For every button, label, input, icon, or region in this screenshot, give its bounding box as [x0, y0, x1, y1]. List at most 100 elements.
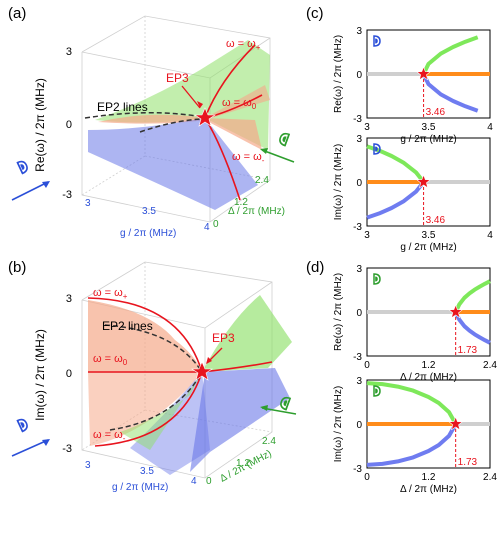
panel-b-gtick-0: 3	[85, 460, 91, 471]
d_bottom-annotation: 1.73	[458, 457, 478, 468]
c_top-xtick-1: 3.5	[422, 122, 436, 133]
d_bottom-series-blue	[366, 423, 458, 467]
d_top-xtick-2: 2.4	[483, 360, 497, 371]
d_bottom-ylabel: Im(ω) / 2π (MHz)	[333, 386, 344, 462]
c_bottom-ytick-0: 3	[356, 134, 362, 145]
c_top-series-green	[421, 35, 479, 75]
c_top-ylabel: Re(ω) / 2π (MHz)	[333, 35, 344, 113]
panel-a-ylabel: Re(ω) / 2π (MHz)	[33, 78, 47, 172]
d_bottom-xtick-1: 1.2	[422, 472, 436, 483]
panel-b-ep2-lower	[109, 371, 203, 431]
d_top-ep-star	[448, 304, 464, 319]
c_bottom-series-blue	[366, 180, 426, 220]
panel-a-green-arrow	[261, 149, 295, 163]
c_bottom-ylabel: Im(ω) / 2π (MHz)	[333, 144, 344, 220]
eye-icon-green	[373, 385, 381, 397]
d_bottom-xtick-2: 2.4	[483, 472, 497, 483]
panel-a-curve-plus	[204, 44, 256, 119]
panel-b-green-arrow	[261, 407, 297, 415]
panel-a-ztick-bottom: -3	[62, 189, 72, 201]
d_bottom-ep-star	[448, 416, 464, 431]
c_top-annotation: 3.46	[426, 107, 446, 118]
panel-b-gtick-2: 4	[191, 476, 197, 487]
panel-b-ztick-top: 3	[66, 293, 72, 305]
panel-a-dtick-0: 0	[213, 219, 219, 230]
panel-b-dtick-0: 0	[206, 476, 212, 487]
panel-a-ztick-top: 3	[66, 46, 72, 58]
panel-b-surface-zero-lower	[88, 372, 202, 446]
panel-b-ep3-arrowhead	[206, 357, 212, 364]
panel-b-label: (b)	[8, 259, 26, 276]
eye-icon-blue	[16, 416, 30, 433]
d_top-xtick-0: 0	[364, 360, 370, 371]
d_bottom-xtick-0: 0	[364, 472, 370, 483]
d_bottom-ytick-1: 0	[356, 420, 362, 431]
panel-a-green-arrowhead	[260, 148, 268, 154]
panel-a-curve-zero-label: ω = ω0	[222, 97, 257, 111]
d_bottom-xlabel: Δ / 2π (MHz)	[400, 484, 457, 495]
panel-a-dtick-2: 2.4	[255, 175, 269, 186]
c_top-ytick-0: 3	[356, 26, 362, 37]
panel-b-dtick-1: 1.2	[236, 458, 250, 469]
c_bottom-annotation: 3.46	[426, 215, 446, 226]
eye-icon-blue	[373, 35, 381, 47]
d_bottom-ytick-2: -3	[353, 464, 362, 475]
panel-b-green-arrowhead	[260, 405, 268, 411]
panel-b-ztick-mid: 0	[66, 368, 72, 380]
d_bottom-series-green	[366, 381, 458, 425]
panel-b-ep3-label: EP3	[212, 331, 235, 345]
panel-b-curve-minus-label: ω = ω-	[93, 429, 126, 443]
panel-b-delta-label: Δ / 2π (MHz)	[218, 448, 273, 484]
eye-icon-green	[277, 131, 290, 147]
panel-a-delta-label: Δ / 2π (MHz)	[228, 206, 285, 217]
panel-a-surface-zero	[98, 114, 262, 150]
c_top-series-blue	[421, 73, 479, 113]
c_bottom-ep-star	[416, 174, 432, 189]
panel-a: (a) EP3 EP2 lines ω = ω+ ω = ω0 ω = ω-	[8, 5, 295, 239]
c_top-ep-star	[416, 66, 432, 81]
panel-a-curve-minus-label: ω = ω-	[232, 151, 265, 165]
d_top-ylabel: Re(ω) / 2π (MHz)	[333, 273, 344, 351]
c_bottom-ytick-1: 0	[356, 178, 362, 189]
panel-b-gtick-1: 3.5	[140, 466, 154, 477]
panel-b-ztick-bottom: -3	[62, 443, 72, 455]
panel-a-ztick-mid: 0	[66, 119, 72, 131]
c_bottom-xtick-1: 3.5	[422, 230, 436, 241]
panel-b-g-label: g / 2π (MHz)	[112, 482, 168, 493]
panel-b-surface-plus-lower	[120, 372, 202, 450]
eye-icon-blue	[373, 143, 381, 155]
panel-a-gtick-1: 3.5	[142, 206, 156, 217]
panel-b-curve-plus	[87, 297, 203, 373]
panel-a-ep2-label: EP2 lines	[97, 100, 148, 114]
panel-c-label: (c)	[306, 5, 324, 22]
panel-b-blue-arrowhead	[42, 439, 50, 446]
d_top-ytick-1: 0	[356, 308, 362, 319]
panel-a-ep2-lower	[139, 118, 204, 133]
c_bottom-series-green	[366, 144, 426, 184]
panel-b-blue-arrow	[11, 439, 49, 457]
d_top-series-blue	[453, 311, 491, 345]
c_top-xtick-2: 4	[487, 122, 493, 133]
panel-b-dtick-2: 2.4	[262, 436, 276, 447]
d_top-ytick-0: 3	[356, 264, 362, 275]
c_bottom-ytick-2: -3	[353, 222, 362, 233]
panel-a-dtick-1: 1.2	[234, 197, 248, 208]
c_bottom-xtick-2: 4	[487, 230, 493, 241]
eye-icon-blue	[16, 158, 30, 175]
panel-a-ep2-upper	[84, 111, 204, 119]
panel-b-ylabel: Im(ω) / 2π (MHz)	[33, 329, 47, 421]
c_top-xlabel: g / 2π (MHz)	[400, 134, 456, 145]
panel-a-g-label: g / 2π (MHz)	[120, 228, 176, 239]
d_top-series-green	[453, 279, 491, 313]
panel-b-curve-minus	[94, 371, 203, 447]
panel-b-ep2-label: EP2 lines	[102, 319, 153, 333]
panel-b-surface-zero	[88, 300, 202, 372]
eye-icon-green	[373, 273, 381, 285]
d_bottom-ytick-0: 3	[356, 376, 362, 387]
